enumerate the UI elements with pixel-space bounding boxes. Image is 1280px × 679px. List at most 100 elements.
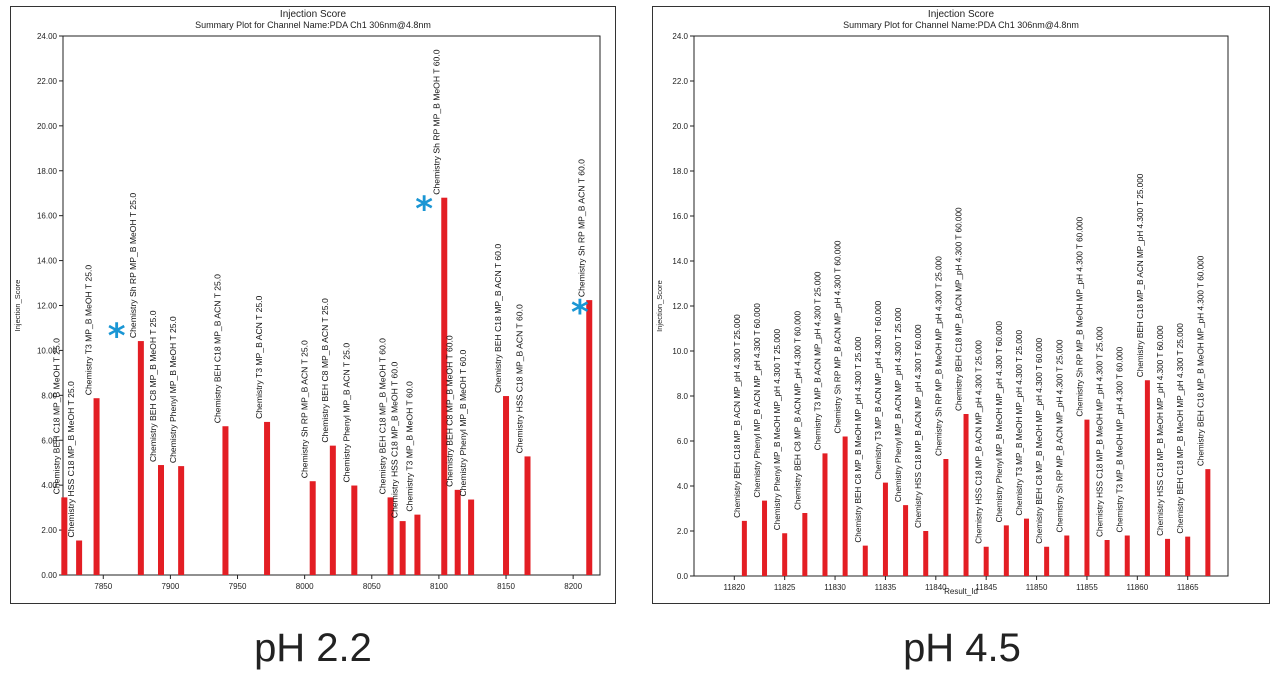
bar-label: Chemistry HSS C18 MP_B ACN T 60.0 bbox=[515, 304, 525, 453]
bar-label: Chemistry Sh RP MP_B MeOH MP_pH 4.300 T … bbox=[934, 256, 943, 456]
asterisk-marker: * bbox=[571, 293, 589, 333]
bar-label: Chemistry T3 MP_B MeOH T 60.0 bbox=[404, 381, 414, 512]
bar bbox=[454, 489, 461, 575]
y-tick-label: 10.00 bbox=[37, 346, 58, 355]
y-tick-label: 20.00 bbox=[37, 122, 58, 131]
bar bbox=[1064, 535, 1070, 576]
bar bbox=[137, 341, 144, 575]
y-tick-label: 12.00 bbox=[37, 302, 58, 311]
x-tick-label: 11850 bbox=[1026, 583, 1048, 592]
y-tick-label: 20.0 bbox=[672, 122, 688, 131]
bar bbox=[1044, 546, 1050, 576]
bar bbox=[1185, 536, 1191, 576]
bar-label: Chemistry Sh RP MP_B MeOH MP_pH 4.300 T … bbox=[1075, 216, 1084, 416]
bar bbox=[943, 459, 949, 576]
bar-label: Chemistry T3 MP_B ACN MP_pH 4.300 T 25.0… bbox=[813, 271, 822, 450]
bar-label: Chemistry HSS C18 MP_B MeOH T 60.0 bbox=[390, 362, 400, 519]
bar-label: Chemistry BEH C8 MP_B MeOH T 25.0 bbox=[148, 310, 158, 462]
bar-label: Chemistry BEH C18 MP_B ACN MP_pH 4.300 T… bbox=[1136, 173, 1145, 377]
y-axis-label: Injection_Score bbox=[13, 280, 22, 332]
y-tick-label: 18.00 bbox=[37, 167, 58, 176]
bar-label: Chemistry BEH C18 MP_B ACN MP_pH 4.300 T… bbox=[955, 207, 964, 411]
x-tick-label: 11830 bbox=[824, 583, 846, 592]
bar-label: Chemistry BEH C18 MP_B MeOH T 60.0 bbox=[378, 338, 388, 495]
chart-title: Injection Score bbox=[280, 9, 347, 20]
chart-title: Injection Score bbox=[928, 9, 995, 20]
asterisk-marker: * bbox=[415, 189, 433, 229]
bar bbox=[1205, 469, 1211, 576]
bar-label: Chemistry Sh RP MP_B ACN T 60.0 bbox=[576, 159, 586, 297]
x-tick-label: 11865 bbox=[1177, 583, 1199, 592]
bar-label: Chemistry BEH C18 MP_B ACN MP_pH 4.300 T… bbox=[733, 314, 742, 518]
x-tick-label: 11835 bbox=[875, 583, 897, 592]
bar bbox=[1023, 518, 1029, 576]
bar-label: Chemistry BEH C8 MP_B ACN T 25.0 bbox=[320, 298, 330, 443]
bar-label: Chemistry Sh RP MP_B MeOH T 25.0 bbox=[128, 193, 138, 338]
bar-label: Chemistry BEH C8 MP_B ACN MP_pH 4.300 T … bbox=[793, 311, 802, 510]
bar bbox=[802, 513, 808, 576]
x-tick-label: 11820 bbox=[723, 583, 745, 592]
y-tick-label: 14.00 bbox=[37, 257, 58, 266]
y-tick-label: 12.0 bbox=[672, 302, 688, 311]
bar bbox=[963, 414, 969, 576]
x-tick-label: 11825 bbox=[774, 583, 796, 592]
bar-label: Chemistry Sh RP MP_B ACN MP_pH 4.300 T 6… bbox=[834, 240, 843, 433]
bar bbox=[1003, 525, 1009, 576]
bar bbox=[264, 421, 271, 575]
bar bbox=[399, 521, 406, 575]
y-tick-label: 6.0 bbox=[677, 437, 689, 446]
bar bbox=[1084, 419, 1090, 576]
x-tick-label: 8000 bbox=[296, 582, 314, 591]
panel-label-ph45: pH 4.5 bbox=[903, 626, 1021, 670]
y-tick-label: 22.00 bbox=[37, 77, 58, 86]
bar bbox=[822, 453, 828, 576]
chart-panel-ph45: Injection Score Summary Plot for Channel … bbox=[652, 6, 1270, 604]
y-tick-label: 18.0 bbox=[672, 167, 688, 176]
bar-label: Chemistry Phenyl MP_B MeOH MP_pH 4.300 T… bbox=[773, 329, 782, 531]
bar bbox=[468, 499, 475, 575]
bar-label: Chemistry Phenyl MP_B MeOH T 25.0 bbox=[168, 316, 178, 463]
y-tick-label: 16.00 bbox=[37, 212, 58, 221]
bar bbox=[862, 545, 868, 576]
bar-label: Chemistry HSS C18 MP_B ACN MP_pH 4.300 T… bbox=[975, 340, 984, 544]
bar bbox=[1124, 535, 1130, 576]
bar bbox=[1165, 538, 1171, 576]
bar-label: Chemistry HSS C18 MP_B MeOH T 25.0 bbox=[66, 381, 76, 538]
bar-label: Chemistry Phenyl MP_B MeOH T 60.0 bbox=[458, 350, 468, 497]
bar bbox=[983, 546, 989, 576]
y-tick-label: 24.0 bbox=[672, 32, 688, 41]
bar bbox=[782, 533, 788, 576]
bar bbox=[158, 465, 165, 575]
bar bbox=[842, 436, 848, 576]
bar bbox=[178, 466, 185, 575]
bar-label: Chemistry T3 MP_B MeOH MP_pH 4.300 T 60.… bbox=[1116, 346, 1125, 532]
y-tick-label: 8.00 bbox=[41, 391, 57, 400]
bar-label: Chemistry BEH C8 MP_B MeOH T 60.0 bbox=[445, 335, 455, 487]
bar bbox=[309, 481, 316, 575]
bar-label: Chemistry Phenyl MP_B ACN T 25.0 bbox=[341, 343, 351, 483]
bar bbox=[222, 426, 229, 575]
x-tick-label: 8100 bbox=[430, 582, 448, 591]
bar-label: Chemistry T3 MP_B ACN MP_pH 4.300 T 60.0… bbox=[874, 300, 883, 479]
bar bbox=[741, 520, 747, 576]
x-tick-label: 11860 bbox=[1126, 583, 1148, 592]
y-tick-label: 16.0 bbox=[672, 212, 688, 221]
x-tick-label: 8200 bbox=[564, 582, 582, 591]
bar-label: Chemistry BEH C18 MP_B ACN T 60.0 bbox=[493, 244, 503, 393]
bar-label: Chemistry BEH C18 MP_B ACN T 25.0 bbox=[212, 274, 222, 423]
bar bbox=[882, 482, 888, 576]
y-tick-label: 6.00 bbox=[41, 436, 57, 445]
bar bbox=[903, 505, 909, 576]
bar-label: Chemistry Phenyl MP_B MeOH MP_pH 4.300 T… bbox=[995, 321, 1004, 523]
y-tick-label: 0.0 bbox=[677, 572, 689, 581]
bar bbox=[503, 396, 510, 575]
bar-label: Chemistry Phenyl MP_B ACN MP_pH 4.300 T … bbox=[894, 307, 903, 502]
chart-subtitle: Summary Plot for Channel Name:PDA Ch1 30… bbox=[195, 20, 431, 30]
bar bbox=[1104, 540, 1110, 576]
panel-label-ph22: pH 2.2 bbox=[254, 626, 372, 670]
x-tick-label: 11845 bbox=[975, 583, 997, 592]
bar bbox=[76, 540, 83, 575]
bar bbox=[441, 197, 448, 575]
